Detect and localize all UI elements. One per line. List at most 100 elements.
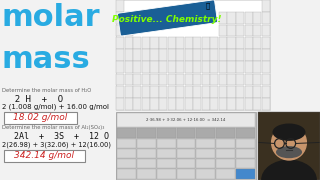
Bar	[228, 74, 236, 85]
Bar	[228, 49, 236, 61]
Bar	[159, 37, 167, 49]
Bar	[228, 37, 236, 49]
Bar	[262, 61, 270, 73]
Bar	[117, 128, 136, 138]
Bar	[116, 49, 124, 61]
Bar	[176, 61, 184, 73]
Bar	[262, 74, 270, 85]
Bar	[244, 98, 253, 110]
Bar	[262, 12, 270, 24]
Bar	[125, 25, 133, 37]
Bar	[133, 37, 141, 49]
Ellipse shape	[261, 160, 317, 180]
Bar	[157, 169, 176, 179]
Bar	[244, 86, 253, 98]
Text: Determine the molar mass of H₂O: Determine the molar mass of H₂O	[2, 88, 91, 93]
Bar	[262, 86, 270, 98]
Bar	[253, 12, 261, 24]
Bar	[125, 37, 133, 49]
Bar	[137, 139, 156, 148]
Bar	[236, 25, 244, 37]
Bar	[177, 169, 196, 179]
Bar	[125, 74, 133, 85]
Bar	[236, 49, 244, 61]
Text: mass: mass	[2, 45, 91, 74]
Bar	[244, 25, 253, 37]
Bar	[228, 12, 236, 24]
Bar	[202, 86, 210, 98]
Bar	[216, 139, 235, 148]
Bar	[216, 159, 235, 168]
Bar	[236, 149, 255, 158]
Text: 2·36.98 + 3·32.06 + 12·16.00  = 342.14: 2·36.98 + 3·32.06 + 12·16.00 = 342.14	[146, 118, 226, 122]
Bar	[193, 86, 201, 98]
Bar	[202, 37, 210, 49]
Bar	[253, 86, 261, 98]
Bar	[219, 61, 227, 73]
Bar	[116, 112, 256, 180]
Bar	[150, 86, 159, 98]
Bar	[133, 61, 141, 73]
Bar	[196, 128, 215, 138]
Bar	[177, 139, 196, 148]
Bar	[216, 149, 235, 158]
Bar	[228, 25, 236, 37]
Bar	[150, 61, 159, 73]
Bar	[116, 0, 124, 12]
Bar	[193, 49, 201, 61]
Bar	[219, 49, 227, 61]
Bar	[219, 98, 227, 110]
Bar	[236, 12, 244, 24]
Bar	[253, 61, 261, 73]
Bar	[236, 61, 244, 73]
Bar	[210, 98, 219, 110]
Bar	[244, 37, 253, 49]
Bar	[116, 86, 124, 98]
Bar	[244, 12, 253, 24]
Bar	[196, 139, 215, 148]
Text: 2Al  +  3S  +  12 O: 2Al + 3S + 12 O	[4, 132, 109, 141]
Bar	[116, 74, 124, 85]
Bar	[168, 49, 176, 61]
Bar	[159, 98, 167, 110]
Bar	[219, 37, 227, 49]
Bar	[253, 98, 261, 110]
Bar	[157, 128, 176, 138]
Bar	[219, 25, 227, 37]
Bar	[157, 159, 176, 168]
Bar	[258, 112, 320, 180]
Bar	[150, 37, 159, 49]
Bar	[116, 25, 124, 37]
Bar	[236, 139, 255, 148]
Bar	[168, 86, 176, 98]
Bar	[137, 159, 156, 168]
Bar	[150, 98, 159, 110]
Bar	[236, 37, 244, 49]
Bar	[236, 98, 244, 110]
Circle shape	[272, 125, 306, 160]
Bar	[216, 128, 235, 138]
Text: 2(26.98) + 3(32.06) + 12(16.00): 2(26.98) + 3(32.06) + 12(16.00)	[2, 141, 111, 147]
Bar	[262, 98, 270, 110]
Bar	[176, 74, 184, 85]
Bar	[262, 37, 270, 49]
Bar	[142, 37, 150, 49]
Bar	[193, 98, 201, 110]
Bar	[176, 37, 184, 49]
Bar	[157, 149, 176, 158]
Bar	[210, 61, 219, 73]
Text: Positive... Chemistry!: Positive... Chemistry!	[112, 15, 222, 24]
Bar	[236, 159, 255, 168]
Ellipse shape	[276, 146, 302, 158]
FancyBboxPatch shape	[4, 150, 84, 161]
Bar	[117, 139, 136, 148]
Bar	[244, 61, 253, 73]
Text: 🌱: 🌱	[205, 2, 210, 8]
Bar	[202, 49, 210, 61]
Bar	[142, 49, 150, 61]
Bar	[253, 37, 261, 49]
Text: 2 H  +  O: 2 H + O	[4, 95, 63, 104]
Bar	[116, 12, 124, 24]
Bar	[137, 128, 156, 138]
Bar	[185, 86, 193, 98]
